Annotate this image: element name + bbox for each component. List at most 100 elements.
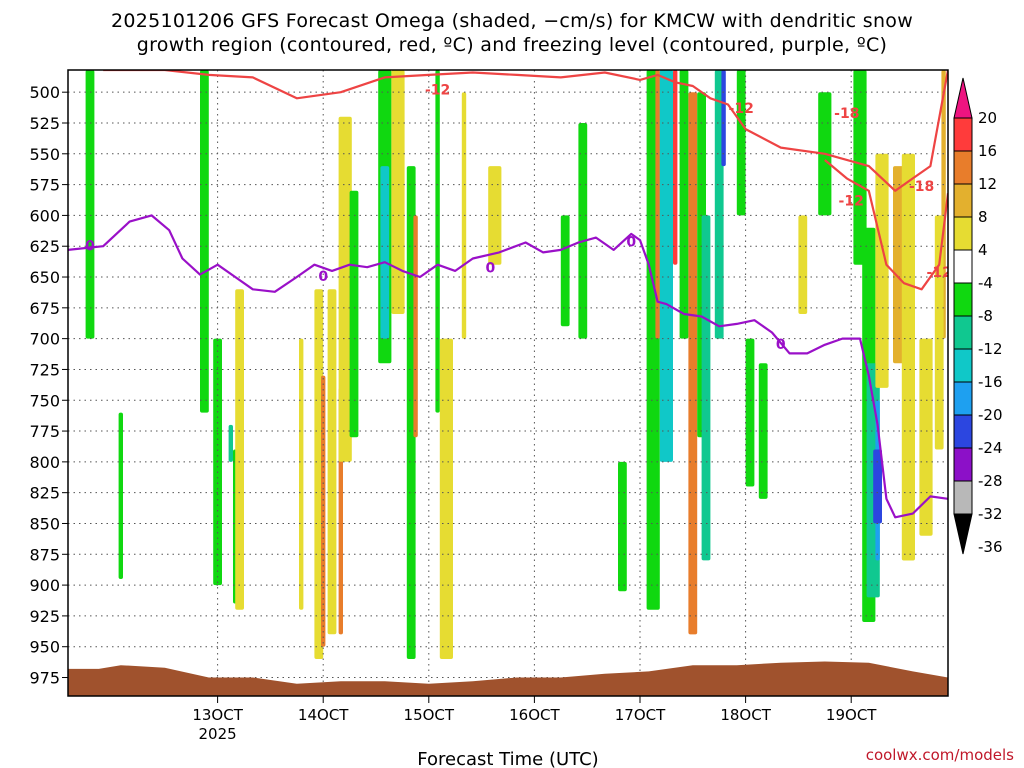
freezing-level-label: 0 [318, 269, 328, 285]
freezing-level-label: 0 [626, 235, 636, 251]
omega-cell [618, 461, 627, 592]
y-tick-label: 900 [29, 576, 60, 595]
colorbar-swatch [953, 414, 973, 449]
colorbar-swatch [953, 447, 973, 482]
y-tick-label: 525 [29, 114, 60, 133]
omega-cell [798, 215, 808, 314]
omega-cell [736, 70, 746, 216]
omega-cell [235, 289, 244, 610]
colorbar-label: 8 [978, 208, 988, 226]
x-tick-label: 18OCT [720, 706, 771, 724]
colorbar-swatch [953, 282, 973, 317]
dgz-lower-line [824, 159, 948, 291]
dgz-label: -18 [834, 106, 859, 122]
omega-cell [338, 116, 352, 462]
colorbar-label: 16 [978, 142, 997, 160]
x-tick-label: 13OCT [192, 706, 243, 724]
x-tick-label: 16OCT [509, 706, 560, 724]
colorbar-swatch [953, 480, 973, 515]
colorbar-label: -12 [978, 340, 1003, 358]
dgz-label: -12 [729, 101, 754, 117]
colorbar-label: -28 [978, 472, 1003, 490]
colorbar-swatch [953, 216, 973, 251]
colorbar-swatch [953, 348, 973, 383]
y-tick-label: 600 [29, 206, 60, 225]
y-tick-label: 800 [29, 453, 60, 472]
colorbar: 20 16 12 8 4 -4 -8 -12 -16 -20 -24 -28 -32 -36 [953, 77, 1003, 556]
y-tick-label: 500 [29, 83, 60, 102]
omega-cell [919, 338, 933, 536]
y-axis: 500 525 550 575 600 625 650 675 700 725 750 775 800 8… [29, 83, 68, 688]
omega-cell [228, 424, 233, 462]
colorbar-label: -36 [978, 538, 1003, 556]
colorbar-label: 4 [978, 241, 988, 259]
omega-cell [200, 70, 209, 413]
colorbar-label: 12 [978, 175, 997, 193]
omega-cell [659, 70, 673, 462]
omega-cell [85, 70, 95, 339]
omega-cell [406, 166, 416, 659]
omega-cell [853, 70, 867, 265]
colorbar-swatch [953, 150, 973, 185]
y-tick-label: 675 [29, 299, 60, 318]
omega-cell [391, 70, 405, 314]
omega-cell [349, 190, 359, 438]
y-tick-label: 875 [29, 545, 60, 564]
dgz-label: -12 [425, 83, 450, 99]
omega-cell [688, 92, 698, 635]
y-tick-label: 925 [29, 607, 60, 626]
y-tick-label: 650 [29, 268, 60, 287]
y-tick-label: 950 [29, 638, 60, 657]
dgz-label: -12 [839, 194, 864, 210]
chart-title-line2: growth region (contoured, red, ºC) and f… [136, 34, 888, 56]
omega-cell [679, 70, 689, 339]
freezing-level-label: 0 [776, 337, 786, 353]
colorbar-swatch [953, 117, 973, 152]
omega-cell [934, 215, 944, 450]
omega-cell [380, 166, 390, 339]
y-tick-label: 550 [29, 145, 60, 164]
omega-cell [873, 449, 882, 524]
credit-text[interactable]: coolwx.com/models [866, 746, 1014, 764]
colorbar-swatch [953, 315, 973, 350]
contour-lines: 0 0 0 0 0 -12 -12 -12 -12 -18 -18 [68, 70, 952, 519]
omega-cell [758, 363, 768, 499]
y-tick-label: 750 [29, 391, 60, 410]
omega-cell [721, 70, 726, 167]
colorbar-swatch [953, 183, 973, 218]
x-tick-label: 17OCT [615, 706, 666, 724]
dgz-label: -12 [927, 265, 952, 281]
y-tick-label: 575 [29, 176, 60, 195]
colorbar-label: -16 [978, 373, 1003, 391]
freezing-level-line [68, 214, 948, 519]
omega-cell [118, 412, 123, 579]
y-tick-label: 725 [29, 360, 60, 379]
y-tick-label: 850 [29, 514, 60, 533]
omega-shading [85, 70, 946, 659]
omega-cell [413, 215, 418, 438]
y-tick-label: 825 [29, 484, 60, 503]
omega-cell [875, 153, 889, 388]
plot-frame [67, 69, 949, 697]
freezing-level-label: 0 [85, 238, 95, 254]
omega-cell [439, 338, 453, 659]
omega-cell [701, 215, 711, 561]
colorbar-top-cap [953, 77, 973, 119]
colorbar-label: 20 [978, 109, 997, 127]
x-tick-sublabel: 2025 [199, 725, 237, 743]
terrain-fill [68, 661, 948, 696]
omega-cell [745, 338, 755, 487]
colorbar-label: -32 [978, 505, 1003, 523]
colorbar-label: -8 [978, 307, 993, 325]
omega-cell [578, 123, 588, 339]
omega-cell [488, 166, 502, 265]
x-axis-title: Forecast Time (UTC) [417, 749, 598, 768]
colorbar-label: -20 [978, 406, 1003, 424]
x-tick-label: 14OCT [298, 706, 349, 724]
colorbar-label: -24 [978, 439, 1003, 457]
omega-cell [560, 215, 570, 327]
colorbar-swatch [953, 381, 973, 416]
y-tick-label: 625 [29, 237, 60, 256]
